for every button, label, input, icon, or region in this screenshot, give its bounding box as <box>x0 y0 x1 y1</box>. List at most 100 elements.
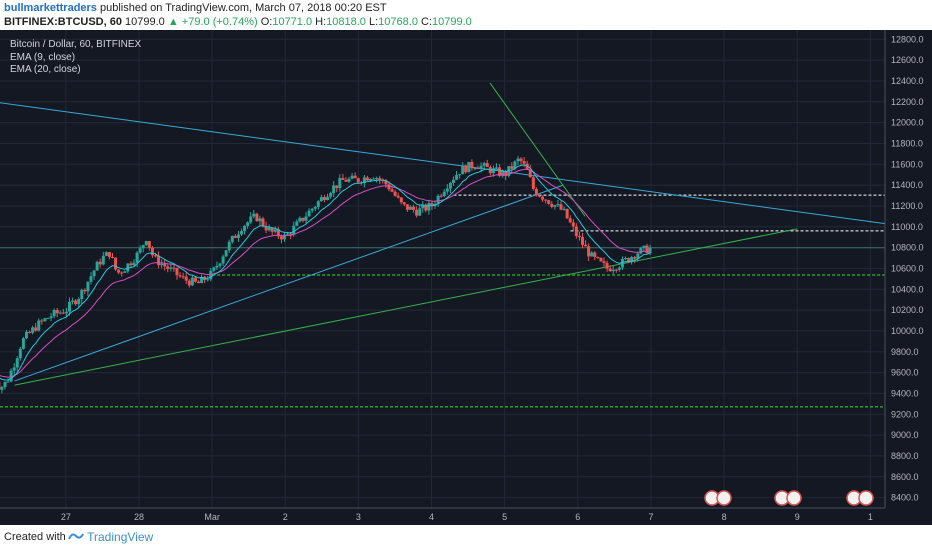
candle-body <box>12 367 16 371</box>
candle-body <box>49 316 53 319</box>
candle-body <box>611 269 615 272</box>
candle-body <box>559 204 563 210</box>
candle-body <box>243 225 247 232</box>
candle-body <box>571 222 575 227</box>
candle-body <box>375 178 379 180</box>
time-tick-label: Mar <box>204 512 220 522</box>
tradingview-icon <box>68 533 84 540</box>
header-line-ohlc: BITFINEX:BTCUSD, 60 10799.0 ▲ +79.0 (+0.… <box>4 16 472 28</box>
candle-body <box>21 338 25 349</box>
candle-body <box>550 203 554 207</box>
price-tick-label: 12800.0 <box>891 34 924 44</box>
candle-body <box>64 311 68 314</box>
candle-body <box>319 197 323 202</box>
candle-body <box>132 262 136 266</box>
candle-body <box>445 188 449 192</box>
time-tick-label: 8 <box>722 512 727 522</box>
time-tick-label: 6 <box>575 512 580 522</box>
candle-body <box>347 178 351 182</box>
candles <box>0 155 652 394</box>
close-value: 10799.0 <box>432 16 472 28</box>
candle-body <box>427 203 431 211</box>
candle-body <box>279 236 283 240</box>
candle-body <box>574 226 578 236</box>
brand-label: TradingView <box>87 530 154 544</box>
candle-body <box>292 225 296 235</box>
time-tick-label: 5 <box>502 512 507 522</box>
candle-body <box>623 258 627 260</box>
candle-body <box>67 301 71 312</box>
candle-body <box>52 310 56 317</box>
candle-body <box>295 221 299 226</box>
price-chart[interactable]: 11304.210960.810799.010536.69271.239:19 … <box>0 30 932 525</box>
candle-body <box>200 276 204 284</box>
candle-body <box>212 267 216 271</box>
candle-body <box>633 257 637 259</box>
chart-area[interactable]: 11304.210960.810799.010536.69271.239:19 … <box>0 30 932 525</box>
candle-body <box>153 255 157 257</box>
candle-body <box>6 381 10 383</box>
candle-body <box>120 272 124 274</box>
candle-body <box>636 253 640 259</box>
candle-body <box>482 163 486 166</box>
candle-body <box>157 255 161 266</box>
badge-group-1[interactable] <box>704 490 732 506</box>
candle-body <box>387 184 391 190</box>
candle-body <box>491 168 495 174</box>
candle-body <box>599 257 603 262</box>
candle-body <box>467 161 471 173</box>
candle-body <box>498 167 502 176</box>
candle-body <box>350 175 354 179</box>
price-tick-label: 11600.0 <box>891 159 923 169</box>
candle-body <box>602 261 606 264</box>
candle-body <box>605 263 609 269</box>
candle-body <box>458 174 462 176</box>
candle-body <box>276 229 280 237</box>
candle-body <box>501 171 505 176</box>
candle-body <box>430 203 434 207</box>
candle-body <box>264 225 268 231</box>
trendline <box>14 184 564 382</box>
candle-body <box>442 191 446 197</box>
candle-body <box>531 177 535 189</box>
candle-body <box>58 312 62 314</box>
candle-body <box>126 263 130 272</box>
candle-body <box>141 245 145 249</box>
candle-body <box>415 209 419 216</box>
candle-body <box>329 193 333 197</box>
low-value: 10768.0 <box>378 16 418 28</box>
candle-body <box>556 204 560 206</box>
badge-group-3[interactable] <box>846 490 874 506</box>
candle-body <box>252 213 256 217</box>
candle-body <box>255 213 259 222</box>
tradingview-logo[interactable]: TradingView <box>68 530 153 544</box>
event-badge-icon <box>786 490 802 506</box>
candle-body <box>261 218 265 226</box>
candle-body <box>338 178 342 189</box>
price-tick-label: 12600.0 <box>891 55 924 65</box>
candle-body <box>455 174 459 180</box>
candle-body <box>519 158 523 161</box>
candle-body <box>470 161 474 169</box>
candle-body <box>273 229 277 232</box>
candle-body <box>461 165 465 175</box>
candle-body <box>89 276 93 282</box>
candle-body <box>639 247 643 254</box>
candle-body <box>80 289 84 300</box>
candle-body <box>24 331 28 339</box>
badge-group-2[interactable] <box>774 490 802 506</box>
author-link[interactable]: bullmarkettraders <box>4 2 97 14</box>
candle-body <box>215 265 219 268</box>
candle-body <box>617 267 621 270</box>
candle-body <box>129 263 133 266</box>
candle-body <box>187 280 191 286</box>
candle-body <box>642 245 646 248</box>
candle-body <box>227 241 231 251</box>
chart-legend: Bitcoin / Dollar, 60, BITFINEX EMA (9, c… <box>10 39 141 75</box>
candle-body <box>184 276 188 281</box>
time-tick-label: 2 <box>283 512 288 522</box>
event-badges[interactable] <box>704 490 874 506</box>
candle-body <box>86 281 90 292</box>
price-tick-label: 11200.0 <box>891 201 923 211</box>
grid-lines <box>0 30 932 525</box>
